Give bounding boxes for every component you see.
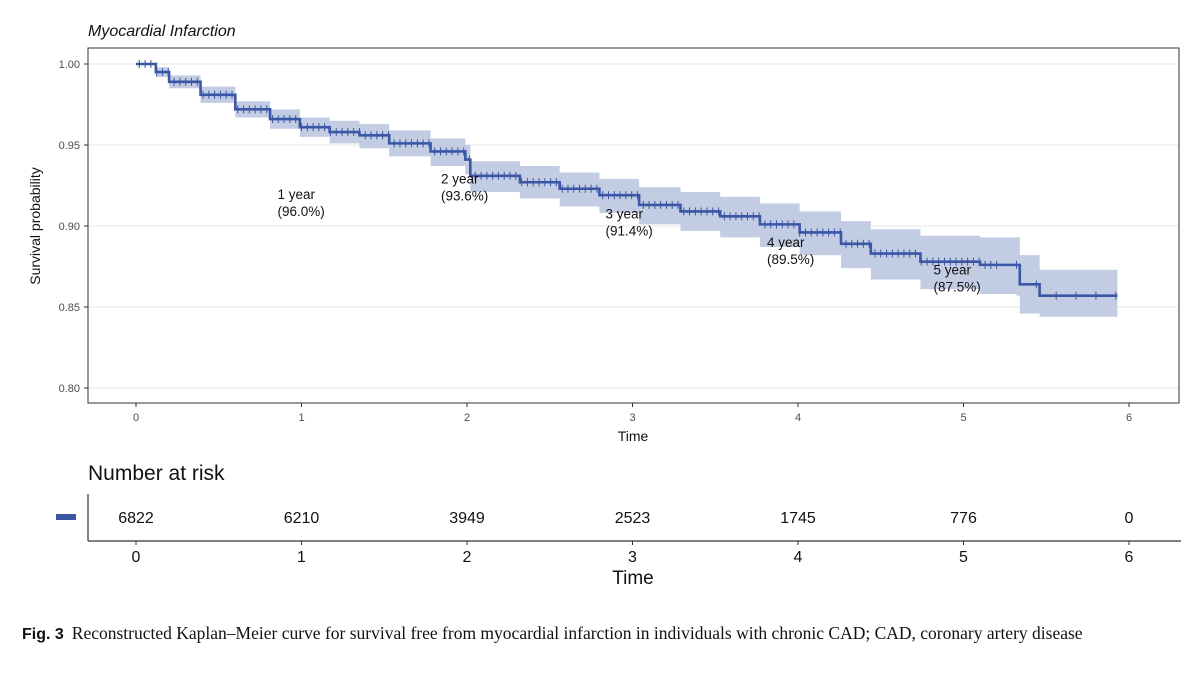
risk-x-tick-label: 1 (297, 549, 306, 566)
annotation-percent: (96.0%) (278, 204, 325, 219)
x-tick-label: 0 (133, 412, 139, 424)
y-tick-label: 0.95 (59, 140, 80, 152)
risk-value: 0 (1125, 510, 1134, 527)
km-step-line (136, 62, 1118, 297)
risk-x-tick-label: 5 (959, 549, 968, 566)
risk-value: 776 (950, 510, 977, 527)
annotation-percent: (91.4%) (606, 223, 653, 238)
survival-curve (136, 62, 1118, 297)
y-tick-label: 0.80 (59, 383, 80, 395)
risk-value: 3949 (449, 510, 485, 527)
figure-caption: Fig. 3 Reconstructed Kaplan–Meier curve f… (22, 623, 1192, 645)
annotation-year: 4 year (767, 235, 805, 250)
annotation-year: 3 year (606, 206, 644, 221)
x-tick-label: 1 (298, 412, 304, 424)
annotations: 1 year (96.0%) 2 year (93.6%) 3 year (91.4%) 4… (278, 172, 981, 295)
risk-table-title: Number at risk (88, 462, 225, 485)
chart-title: Myocardial Infarction (88, 23, 236, 40)
km-chart: Myocardial Infarction 1 year (96.0%) 2 yea… (27, 23, 1181, 589)
y-axis: 0.80 0.85 0.90 0.95 1.00 (59, 59, 88, 395)
figure-label: Fig. 3 (22, 626, 64, 643)
annotation-year: 1 year (278, 187, 316, 202)
risk-value: 6822 (118, 510, 154, 527)
risk-x-tick-label: 6 (1125, 549, 1134, 566)
risk-value: 2523 (615, 510, 651, 527)
x-tick-label: 6 (1126, 412, 1132, 424)
y-tick-label: 0.90 (59, 221, 80, 233)
annotation-percent: (89.5%) (767, 252, 814, 267)
risk-x-tick-label: 0 (132, 549, 141, 566)
risk-values: 6822 6210 3949 2523 1745 776 0 (118, 510, 1133, 527)
censor-marks (138, 60, 1117, 300)
risk-legend-swatch (56, 514, 76, 520)
risk-value: 1745 (780, 510, 816, 527)
risk-value: 6210 (284, 510, 320, 527)
y-tick-label: 0.85 (59, 302, 80, 314)
x-tick-label: 3 (629, 412, 635, 424)
y-tick-label: 1.00 (59, 59, 80, 71)
x-axis-label: Time (618, 428, 649, 444)
figure-caption-text: Reconstructed Kaplan–Meier curve for sur… (71, 623, 1083, 643)
annotation-percent: (93.6%) (441, 189, 488, 204)
gridlines (89, 63, 1178, 389)
annotation-year: 2 year (441, 172, 479, 187)
x-tick-label: 4 (795, 412, 801, 424)
risk-x-axis-label: Time (612, 568, 654, 589)
annotation-year: 5 year (934, 263, 972, 278)
risk-x-tick-label: 3 (628, 549, 637, 566)
x-tick-label: 2 (464, 412, 470, 424)
y-axis-label: Survival probability (27, 167, 43, 285)
x-axis: 0 1 2 3 4 5 6 (133, 403, 1132, 424)
annotation-percent: (87.5%) (934, 280, 981, 295)
x-tick-label: 5 (960, 412, 966, 424)
risk-x-tick-label: 2 (463, 549, 472, 566)
risk-x-tick-label: 4 (794, 549, 803, 566)
risk-x-axis: 0 1 2 3 4 5 6 (132, 541, 1134, 566)
